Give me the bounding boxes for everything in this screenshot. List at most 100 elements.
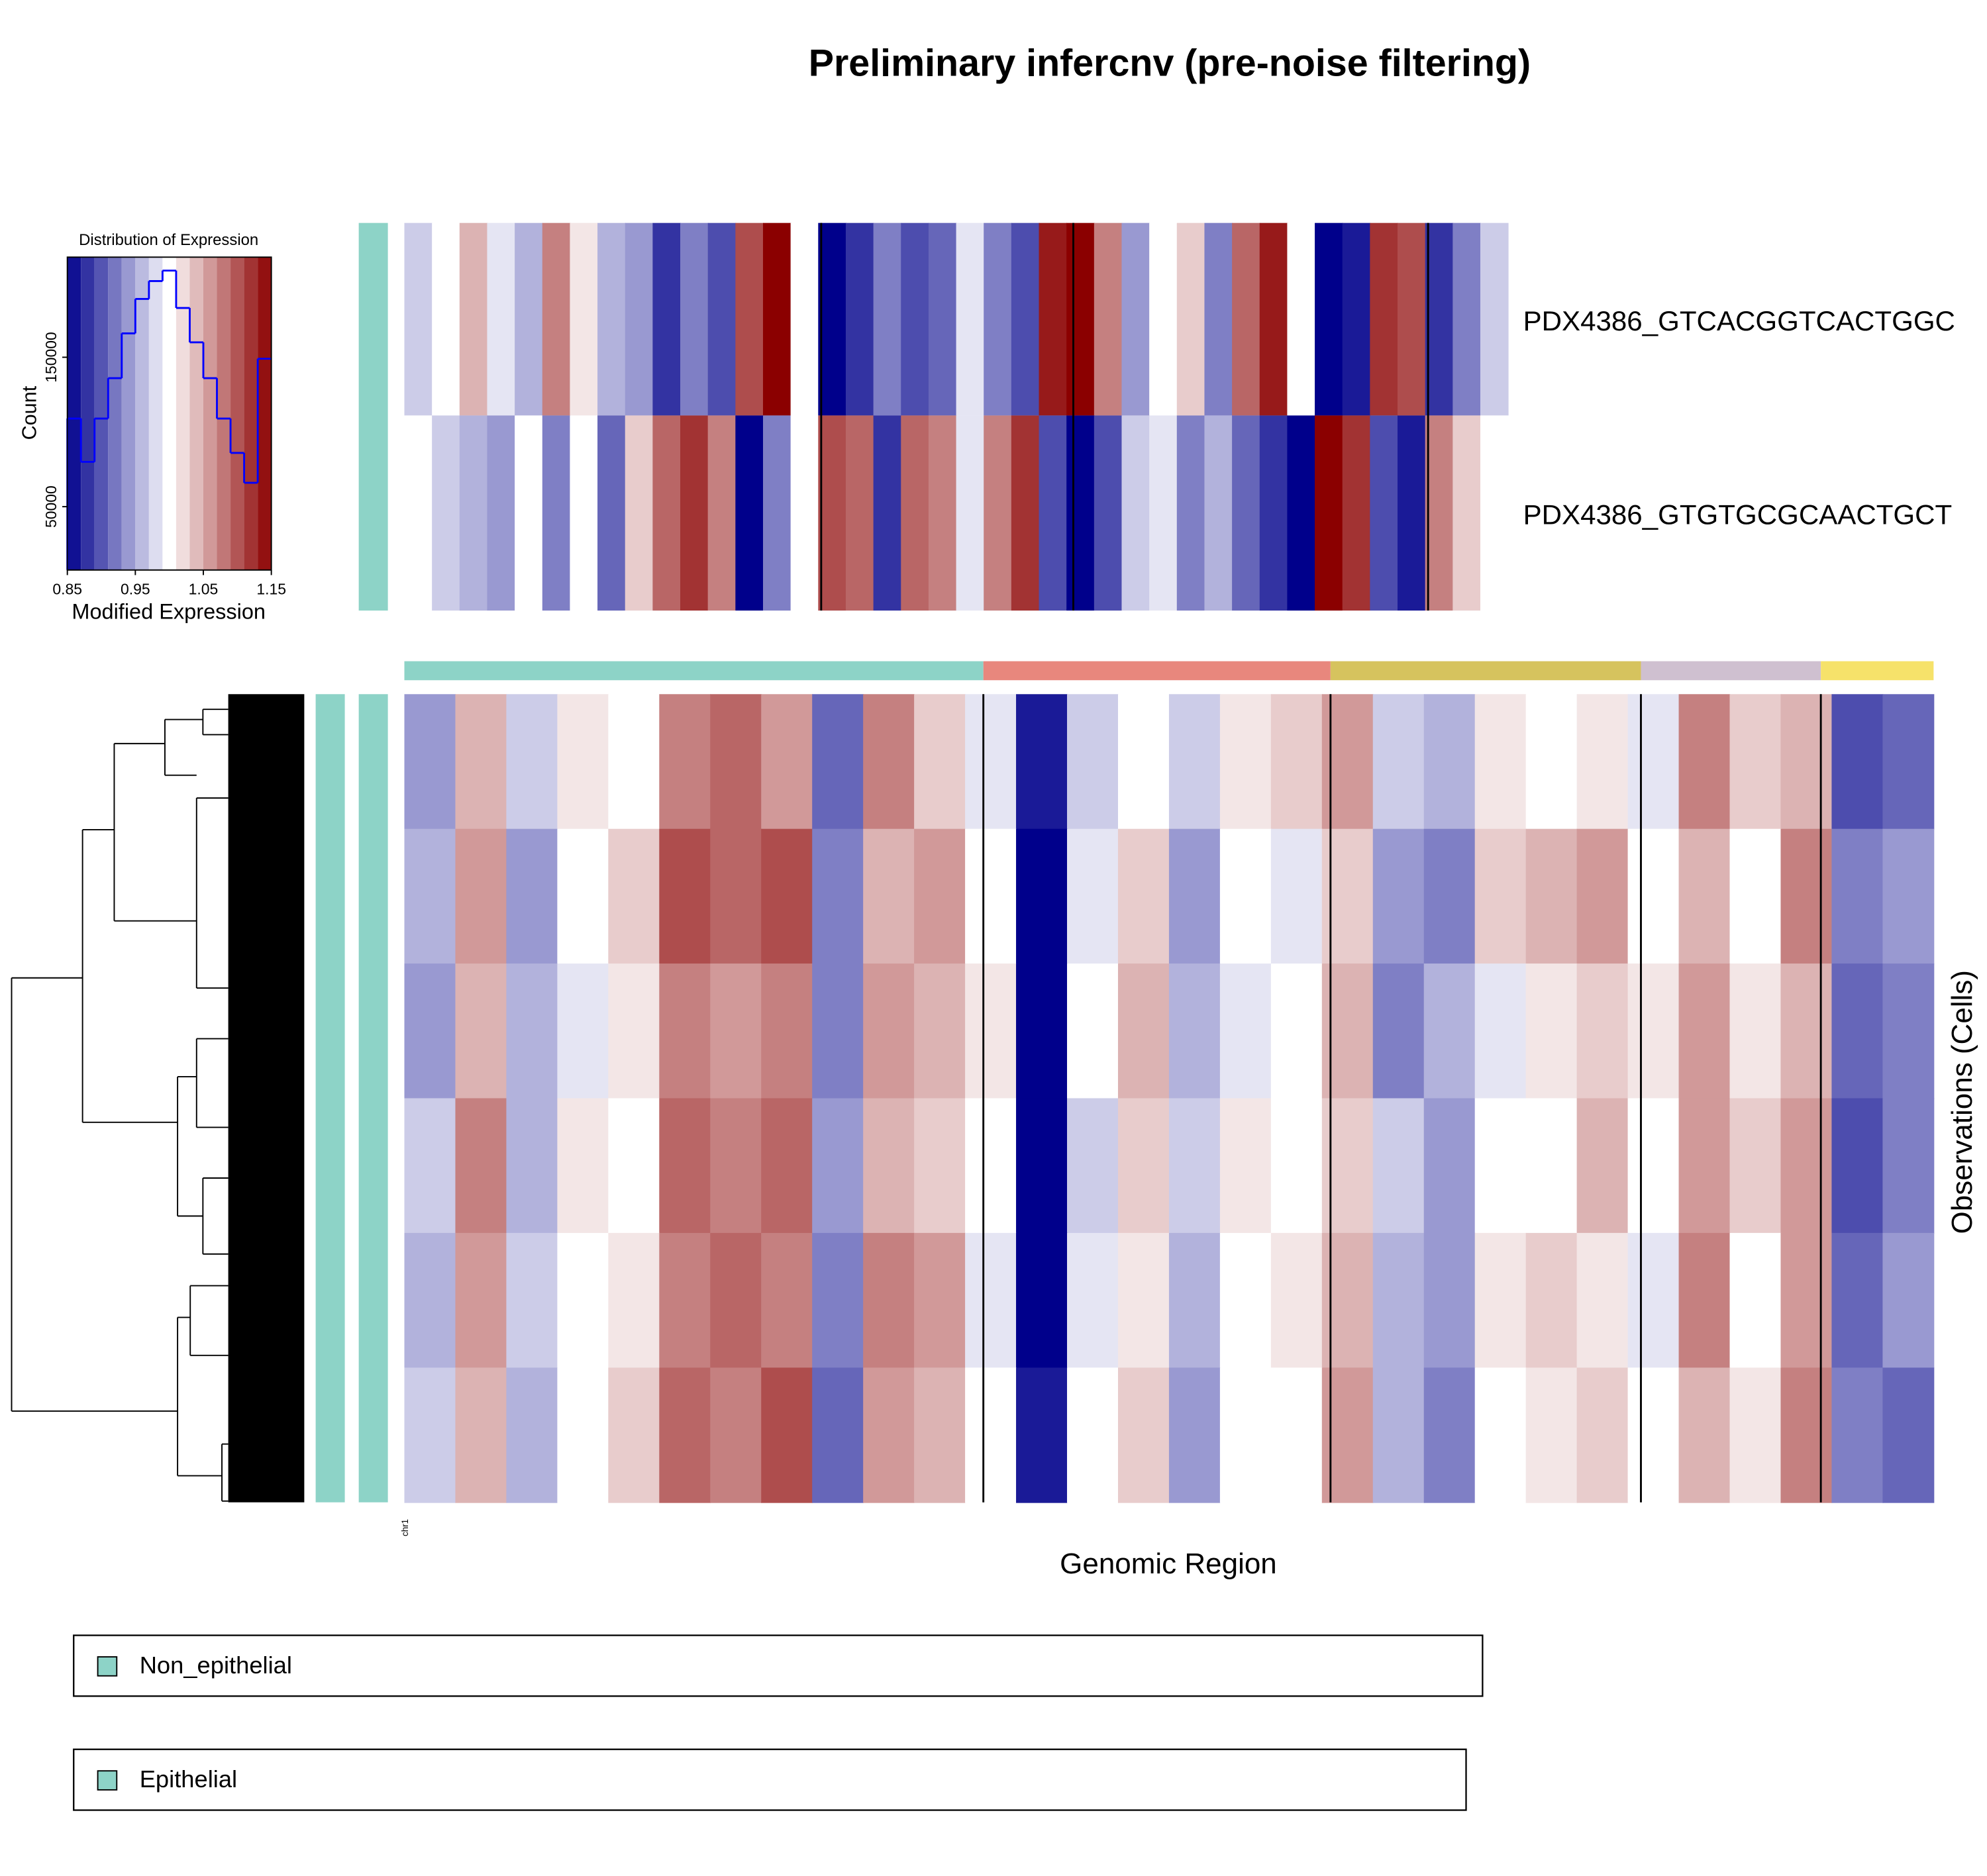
observation-cell <box>1219 1367 1272 1503</box>
observation-cell <box>1627 828 1680 965</box>
heatmap <box>404 222 1935 1503</box>
observation-group-bar <box>315 694 345 1503</box>
histogram-band <box>203 257 217 570</box>
observation-cell <box>608 963 660 1099</box>
observation-cell <box>1372 963 1425 1099</box>
observation-cell <box>1882 828 1935 965</box>
observation-cell <box>1168 963 1221 1099</box>
reference-cell <box>459 222 488 416</box>
reference-cell <box>1011 415 1040 611</box>
observation-cell <box>1117 1367 1170 1503</box>
reference-cell <box>1480 415 1509 611</box>
observation-cell <box>1525 1098 1578 1234</box>
observation-cell <box>1729 694 1782 830</box>
observation-cell <box>659 1367 711 1503</box>
reference-cell <box>1039 415 1068 611</box>
observation-cell <box>965 694 1017 830</box>
histogram-band <box>176 257 190 570</box>
reference-cell <box>984 415 1012 611</box>
observation-cell <box>455 1098 507 1234</box>
observation-cell <box>1270 828 1323 965</box>
observation-cell <box>1780 963 1833 1099</box>
observation-cell <box>1372 1098 1425 1234</box>
reference-cell <box>1370 222 1398 416</box>
reference-name: PDX4386_GTGTGCGCAACTGCT <box>1523 499 1953 530</box>
observation-cell <box>557 828 609 965</box>
observation-cell <box>1372 828 1425 965</box>
reference-cell <box>845 222 874 416</box>
observation-cell <box>1423 828 1476 965</box>
observation-cell <box>1831 1367 1884 1503</box>
legend-swatch <box>97 1656 118 1677</box>
reference-cell <box>790 415 819 611</box>
reference-cell <box>818 415 846 611</box>
observation-cell <box>761 828 813 965</box>
observation-cell <box>1016 828 1068 965</box>
observation-cell <box>1474 1367 1527 1503</box>
observation-cell <box>1270 1367 1323 1503</box>
observation-cell <box>863 1098 915 1234</box>
y-tick-label: 150000 <box>42 332 60 383</box>
reference-cell <box>1232 222 1260 416</box>
observation-cell <box>404 1367 456 1503</box>
reference-cell <box>873 222 902 416</box>
histogram-band <box>217 257 231 570</box>
reference-cell <box>845 415 874 611</box>
reference-cell <box>1094 222 1123 416</box>
reference-cell <box>1259 222 1288 416</box>
observation-cell <box>965 828 1017 965</box>
observation-cell <box>557 1098 609 1234</box>
observation-cell <box>1831 828 1884 965</box>
reference-cell <box>570 222 599 416</box>
reference-cell <box>542 415 571 611</box>
observation-cell <box>1219 694 1272 830</box>
observation-cell <box>608 1367 660 1503</box>
histogram-frame <box>66 256 272 571</box>
reference-cell <box>984 222 1012 416</box>
observation-cell <box>1576 1367 1629 1503</box>
x-tick-label: 0.95 <box>121 580 150 597</box>
reference-cell <box>928 222 957 416</box>
observation-cell <box>1117 694 1170 830</box>
histogram-band <box>135 257 149 570</box>
observation-cell <box>659 694 711 830</box>
observation-cell <box>506 694 558 830</box>
reference-cell <box>597 415 626 611</box>
chromosome-bar <box>404 661 984 681</box>
observation-cell <box>1219 1098 1272 1234</box>
observation-cell <box>404 694 456 830</box>
histogram-y-label: Count <box>18 385 40 440</box>
observation-cell <box>659 963 711 1099</box>
observation-cell <box>1016 1367 1068 1503</box>
histogram-band <box>258 257 272 570</box>
observation-cell <box>1831 1098 1884 1234</box>
observation-cell <box>455 1367 507 1503</box>
histogram-band <box>189 257 203 570</box>
observation-cell <box>761 1367 813 1503</box>
observation-cell <box>863 963 915 1099</box>
observation-cell <box>1627 1232 1680 1369</box>
histogram <box>66 257 272 570</box>
reference-name: PDX4386_GTCACGGTCACTGGC <box>1523 305 1955 336</box>
observation-cell <box>914 963 966 1099</box>
observation-cell <box>1525 694 1578 830</box>
observation-cell <box>863 694 915 830</box>
observation-cell <box>1117 1098 1170 1234</box>
observation-cell <box>1729 963 1782 1099</box>
histogram-band <box>148 257 163 570</box>
reference-cell <box>1204 222 1233 416</box>
reference-cell <box>1398 415 1426 611</box>
observation-cell <box>1678 1367 1731 1503</box>
observation-cell <box>608 1098 660 1234</box>
reference-cell <box>956 415 985 611</box>
observation-cell <box>812 828 864 965</box>
observation-cell <box>557 1232 609 1369</box>
observation-cell <box>1016 1232 1068 1369</box>
x-tick-label: 1.05 <box>189 580 219 597</box>
reference-cell <box>1232 415 1260 611</box>
observation-cell <box>1168 694 1221 830</box>
observation-cell <box>1474 828 1527 965</box>
reference-cell <box>956 222 985 416</box>
observation-cell <box>761 1232 813 1369</box>
observation-cell <box>1016 694 1068 830</box>
